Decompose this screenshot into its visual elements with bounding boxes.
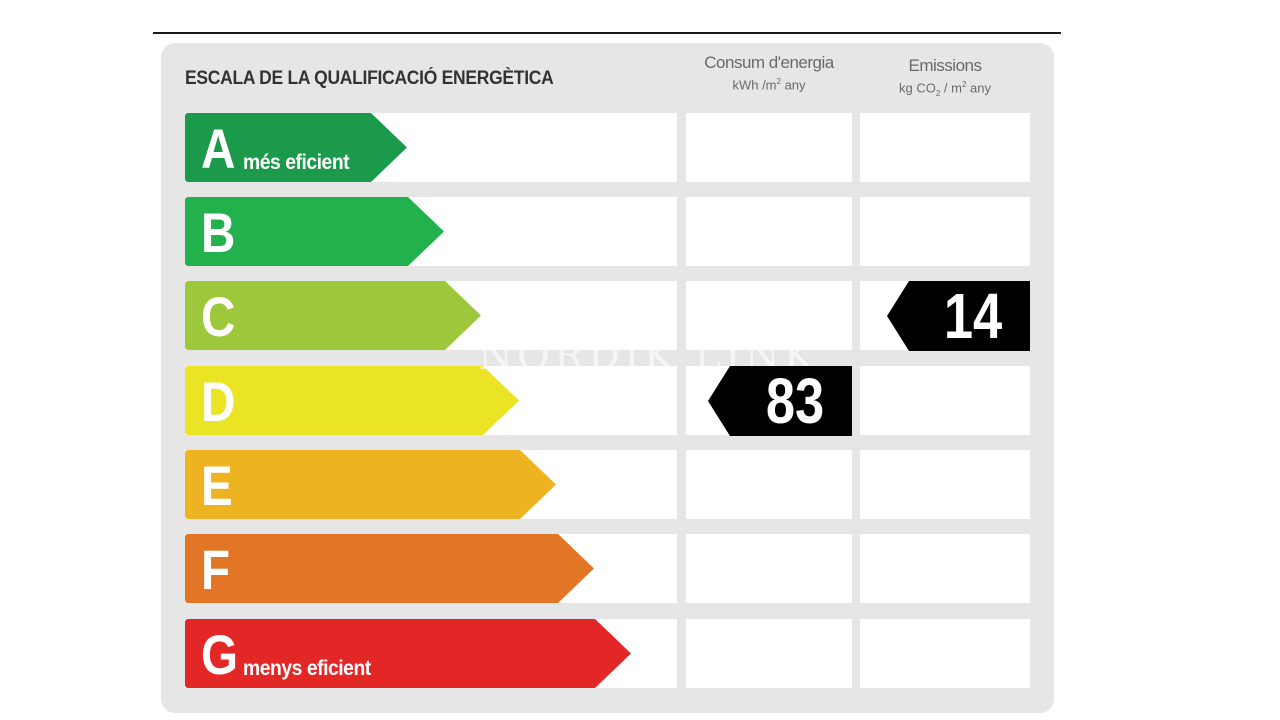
rating-letter: F bbox=[201, 538, 231, 601]
consumption-value: 83 bbox=[765, 365, 824, 437]
rating-letter: G bbox=[201, 623, 239, 686]
consumption-cell bbox=[686, 619, 852, 688]
rating-letter: E bbox=[201, 454, 233, 517]
consumption-header-unit: kWh /m2 any bbox=[732, 77, 806, 93]
label-title: ESCALA DE LA QUALIFICACIÓ ENERGÈTICA bbox=[185, 68, 554, 89]
emissions-cell bbox=[860, 366, 1030, 435]
emissions-value: 14 bbox=[943, 280, 1002, 352]
rating-letter: C bbox=[201, 285, 236, 348]
consumption-indicator: 83 bbox=[708, 366, 852, 436]
rating-sub-label: més eficient bbox=[243, 151, 350, 174]
emissions-cell bbox=[860, 534, 1030, 603]
consumption-cell bbox=[686, 450, 852, 519]
rating-letter: B bbox=[201, 201, 236, 264]
header-emissions: Emissions kg CO2 / m2 any bbox=[860, 56, 1030, 98]
consumption-cell bbox=[686, 281, 852, 350]
consumption-header-label: Consum d'energia bbox=[704, 53, 834, 72]
rating-arrow-d: D bbox=[185, 366, 519, 435]
consumption-cell bbox=[686, 534, 852, 603]
emissions-cell bbox=[860, 197, 1030, 266]
emissions-header-label: Emissions bbox=[908, 56, 982, 75]
rating-letter: A bbox=[201, 117, 236, 180]
rating-arrow-e: E bbox=[185, 450, 556, 519]
emissions-cell bbox=[860, 450, 1030, 519]
rating-arrow-c: C bbox=[185, 281, 481, 350]
rating-arrow-b: B bbox=[185, 197, 444, 266]
emissions-header-unit: kg CO2 / m2 any bbox=[899, 80, 991, 98]
consumption-cell bbox=[686, 113, 852, 182]
emissions-cell bbox=[860, 113, 1030, 182]
emissions-cell bbox=[860, 619, 1030, 688]
rating-letter: D bbox=[201, 370, 236, 433]
header-energy-consumption: Consum d'energia kWh /m2 any bbox=[686, 53, 852, 92]
emissions-indicator: 14 bbox=[887, 281, 1030, 351]
rating-arrow-f: F bbox=[185, 534, 594, 603]
top-divider bbox=[153, 32, 1061, 34]
rating-sub-label: menys eficient bbox=[243, 657, 371, 680]
consumption-cell bbox=[686, 197, 852, 266]
